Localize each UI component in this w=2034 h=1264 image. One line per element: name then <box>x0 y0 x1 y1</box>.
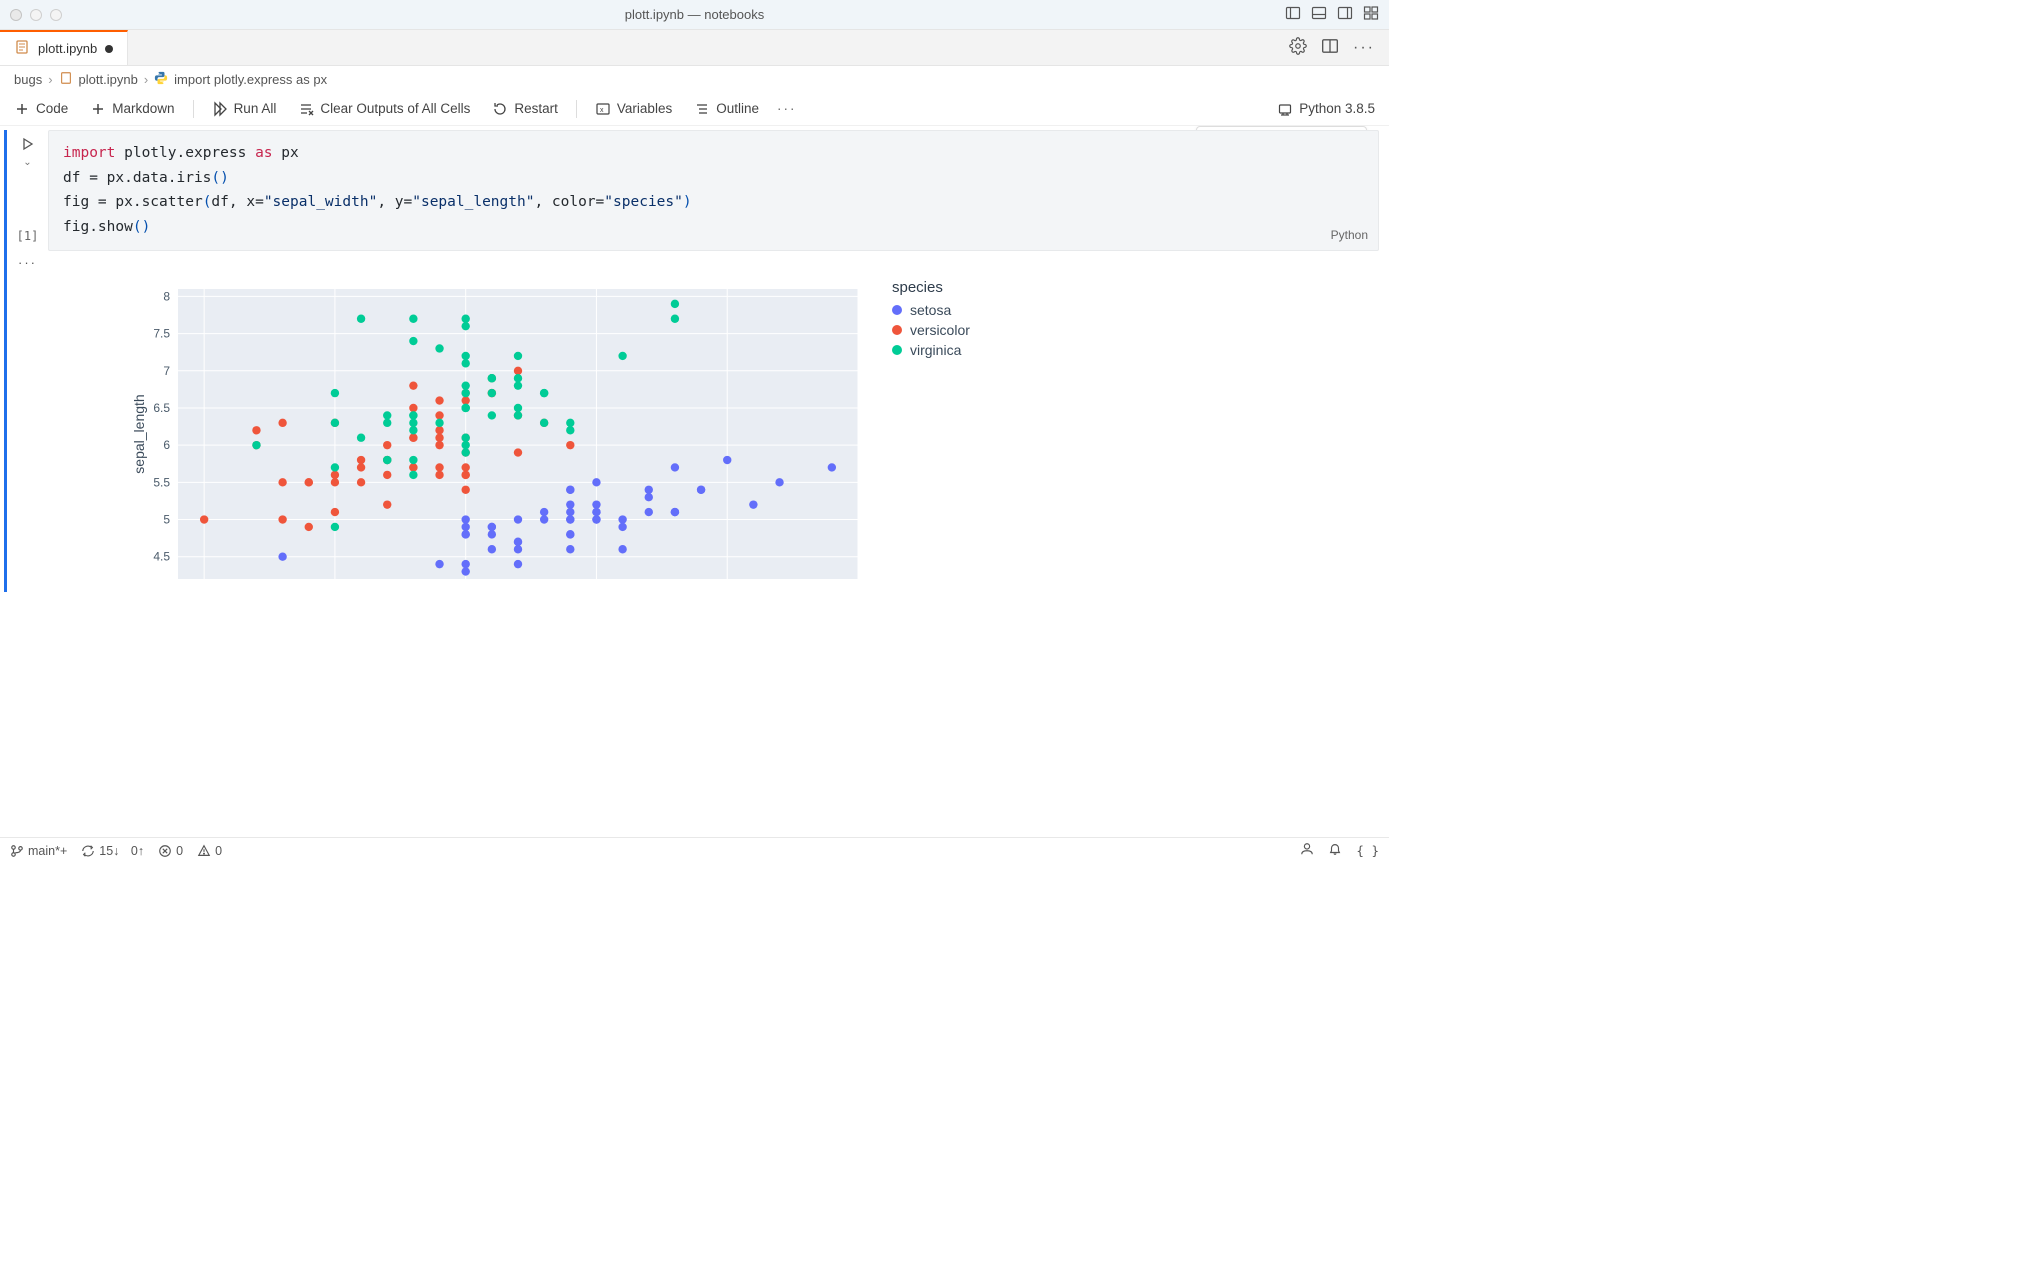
breadcrumb: bugs › plott.ipynb › import plotly.expre… <box>0 66 1389 92</box>
python-icon <box>154 71 168 88</box>
legend-swatch <box>892 345 902 355</box>
svg-text:5: 5 <box>163 512 170 526</box>
editor-tab[interactable]: plott.ipynb <box>0 30 128 65</box>
run-all-button[interactable]: Run All <box>208 98 281 120</box>
output-more-icon[interactable]: ··· <box>18 255 37 592</box>
layout-bottom-icon[interactable] <box>1311 5 1327 24</box>
titlebar: plott.ipynb — notebooks <box>0 0 1389 30</box>
window-title: plott.ipynb — notebooks <box>0 7 1389 22</box>
execution-count: [1] <box>17 229 39 243</box>
add-code-button[interactable]: Code <box>10 98 72 120</box>
legend-item[interactable]: virginica <box>892 342 970 358</box>
legend-item[interactable]: versicolor <box>892 322 970 338</box>
legend-swatch <box>892 305 902 315</box>
variables-button[interactable]: x Variables <box>591 98 676 120</box>
more-actions-icon[interactable]: ··· <box>1353 39 1375 57</box>
run-cell-button[interactable] <box>20 136 36 155</box>
window-controls <box>10 9 62 21</box>
restart-button[interactable]: Restart <box>488 98 562 120</box>
window-zoom[interactable] <box>50 9 62 21</box>
svg-text:7: 7 <box>163 363 170 377</box>
layout-right-icon[interactable] <box>1337 5 1353 24</box>
add-markdown-button[interactable]: Markdown <box>86 98 178 120</box>
legend-item[interactable]: setosa <box>892 302 970 318</box>
json-icon[interactable]: { } <box>1356 843 1379 858</box>
breadcrumb-item[interactable]: import plotly.express as px <box>174 72 327 87</box>
cell-language[interactable]: Python <box>1331 225 1368 245</box>
clear-outputs-button[interactable]: Clear Outputs of All Cells <box>294 98 474 120</box>
git-sync[interactable]: 15↓ 0↑ <box>81 844 144 858</box>
chevron-right-icon: › <box>144 72 148 87</box>
window-minimize[interactable] <box>30 9 42 21</box>
svg-text:5.5: 5.5 <box>153 475 170 489</box>
accounts-icon[interactable] <box>1300 842 1314 859</box>
settings-gear-icon[interactable] <box>1289 37 1307 58</box>
scatter-chart[interactable]: 4.5 5 5.5 6 6.5 7 7.5 8 sepal_length <box>128 279 868 592</box>
svg-text:4.5: 4.5 <box>153 549 170 563</box>
notebook-icon <box>14 39 30 58</box>
layout-left-icon[interactable] <box>1285 5 1301 24</box>
more-icon[interactable]: ··· <box>777 101 797 116</box>
split-editor-icon[interactable] <box>1321 37 1339 58</box>
kernel-picker[interactable]: Python 3.8.5 <box>1273 98 1379 120</box>
svg-text:sepal_length: sepal_length <box>131 394 147 473</box>
bell-icon[interactable] <box>1328 842 1342 859</box>
notebook-icon <box>59 71 73 88</box>
svg-text:8: 8 <box>163 289 170 303</box>
legend-title: species <box>892 279 970 296</box>
chart-legend: species setosa versicolor virginica <box>892 279 970 592</box>
breadcrumb-item[interactable]: plott.ipynb <box>79 72 138 87</box>
svg-text:x: x <box>600 107 604 114</box>
notebook-toolbar: Code Markdown Run All Clear Outputs of A… <box>0 92 1389 126</box>
outline-button[interactable]: Outline <box>690 98 763 120</box>
chevron-down-icon[interactable]: ⌄ <box>23 157 31 168</box>
chevron-right-icon: › <box>48 72 52 87</box>
svg-text:7.5: 7.5 <box>153 326 170 340</box>
legend-label: setosa <box>910 302 951 318</box>
layout-customize-icon[interactable] <box>1363 5 1379 24</box>
code-cell: ⌄ [1] import plotly.express as px df = p… <box>0 126 1389 251</box>
legend-label: versicolor <box>910 322 970 338</box>
tabbar: plott.ipynb ··· <box>0 30 1389 66</box>
svg-text:6: 6 <box>163 438 170 452</box>
notebook-cells: ··· ⌄ [1] import plotly.express as px df… <box>0 126 1389 837</box>
code-editor[interactable]: import plotly.express as px df = px.data… <box>48 130 1379 251</box>
output-cell: ··· 4.5 5 5.5 6 6.5 7 7.5 8 sepal_length species… <box>0 251 1389 592</box>
legend-swatch <box>892 325 902 335</box>
problems-warnings[interactable]: 0 <box>197 844 222 858</box>
dirty-indicator-icon <box>105 45 113 53</box>
breadcrumb-item[interactable]: bugs <box>14 72 42 87</box>
svg-text:6.5: 6.5 <box>153 401 170 415</box>
git-branch[interactable]: main*+ <box>10 844 67 858</box>
problems-errors[interactable]: 0 <box>158 844 183 858</box>
legend-label: virginica <box>910 342 961 358</box>
tab-filename: plott.ipynb <box>38 41 97 56</box>
statusbar: main*+ 15↓ 0↑ 0 0 { } <box>0 837 1389 863</box>
window-close[interactable] <box>10 9 22 21</box>
